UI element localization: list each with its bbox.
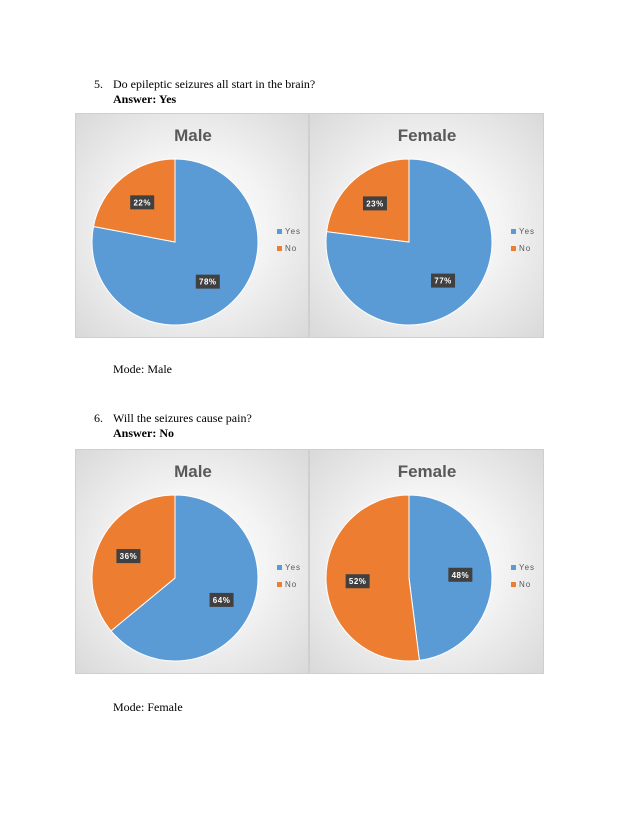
data-label-yes: 77%: [431, 273, 456, 288]
data-label-text: 36%: [120, 552, 138, 561]
question-text: Do epileptic seizures all start in the b…: [113, 77, 316, 91]
legend-swatch-no: [511, 582, 516, 587]
pie-chart-female-q5: Female 77% 23% Yes No: [309, 113, 544, 338]
data-label-text: 77%: [434, 277, 452, 286]
question-number: 6.: [94, 411, 103, 425]
legend-label-yes: Yes: [285, 563, 301, 572]
question-number: 5.: [94, 77, 103, 91]
data-label-box: [130, 195, 155, 210]
legend-swatch-yes: [277, 229, 282, 234]
legend-swatch-no: [511, 246, 516, 251]
pie-chart-female-q6: Female 48% 52% Yes No: [309, 449, 544, 674]
pie-slice-yes: [110, 494, 259, 662]
data-label-text: 64%: [213, 596, 231, 605]
data-label-no: 22%: [130, 195, 155, 210]
legend-swatch-no: [277, 246, 282, 251]
data-label-text: 48%: [452, 571, 470, 580]
question-text: Will the seizures cause pain?: [113, 411, 252, 425]
pie-chart-male-q5: Male 78% 22% Yes No: [75, 113, 309, 338]
data-label-yes: 78%: [195, 274, 220, 289]
data-label-box: [209, 592, 234, 607]
legend-label-no: No: [519, 580, 531, 589]
data-label-yes: 64%: [209, 592, 234, 607]
data-label-no: 52%: [345, 574, 370, 589]
data-label-box: [345, 574, 370, 589]
legend-label-no: No: [285, 244, 297, 253]
data-label-text: 22%: [133, 198, 151, 207]
legend-label-yes: Yes: [519, 563, 535, 572]
legend-swatch-yes: [511, 229, 516, 234]
pie-chart-male-q6: Male 64% 36% Yes No: [75, 449, 309, 674]
data-label-text: 78%: [199, 278, 217, 287]
mode-text-q6: Mode: Female: [113, 700, 183, 714]
legend-label-yes: Yes: [285, 227, 301, 236]
legend-label-no: No: [285, 580, 297, 589]
legend-swatch-no: [277, 582, 282, 587]
chart-title: Male: [174, 126, 212, 145]
data-label-text: 52%: [349, 577, 367, 586]
chart-title: Male: [174, 462, 212, 481]
data-label-yes: 48%: [448, 567, 473, 582]
answer-text: Answer: Yes: [113, 92, 177, 106]
data-label-box: [195, 274, 220, 289]
chart-title: Female: [398, 462, 457, 481]
data-label-box: [362, 196, 387, 211]
legend-label-yes: Yes: [519, 227, 535, 236]
data-label-no: 23%: [362, 196, 387, 211]
data-label-no: 36%: [116, 549, 141, 564]
question-5: 5. Do epileptic seizures all start in th…: [94, 77, 315, 107]
legend-label-no: No: [519, 244, 531, 253]
data-label-text: 23%: [366, 199, 384, 208]
chart-title: Female: [398, 126, 457, 145]
data-label-box: [431, 273, 456, 288]
legend-swatch-yes: [511, 565, 516, 570]
data-label-box: [116, 549, 141, 564]
pie-slice-no: [325, 494, 420, 662]
answer-text: Answer: No: [113, 426, 174, 440]
question-6: 6. Will the seizures cause pain? Answer:…: [94, 411, 252, 441]
legend-swatch-yes: [277, 565, 282, 570]
data-label-box: [448, 567, 473, 582]
mode-text-q5: Mode: Male: [113, 362, 172, 376]
